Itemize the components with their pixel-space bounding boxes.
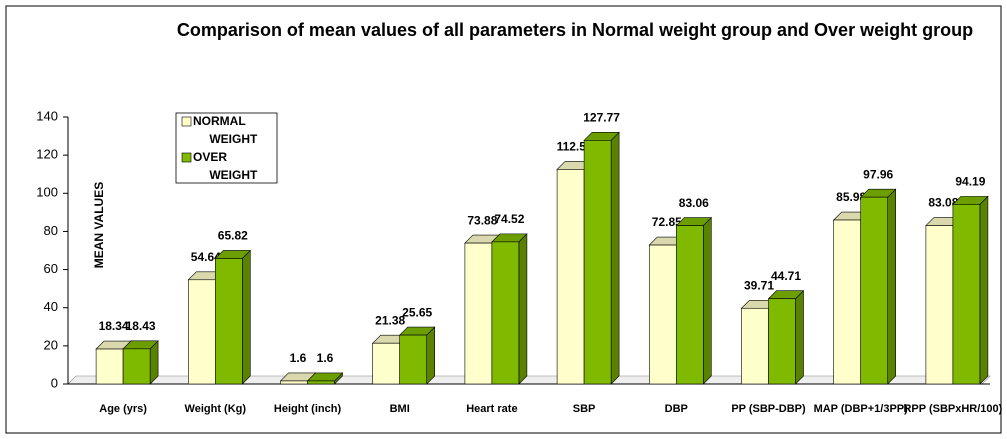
bar <box>860 196 889 385</box>
bar <box>925 225 954 385</box>
y-tick-label: 0 <box>51 375 58 390</box>
chart-border <box>5 5 1002 434</box>
value-label: 18.43 <box>126 319 156 333</box>
y-tick-label: 40 <box>44 299 58 314</box>
legend-swatch <box>181 152 192 163</box>
bar-side <box>610 131 620 385</box>
y-tick-label: 20 <box>44 337 58 352</box>
bar <box>491 241 520 385</box>
y-tick-label: 60 <box>44 261 58 276</box>
x-tick-label: RPP (SBPxHR/100) <box>903 403 1002 415</box>
bar <box>648 244 677 385</box>
y-tick-label: 120 <box>36 147 58 162</box>
y-tick-label: 140 <box>36 108 58 123</box>
value-label: 44.71 <box>771 269 801 283</box>
bar <box>464 242 493 385</box>
x-tick-label: DBP <box>665 403 688 415</box>
bar-side <box>702 216 712 385</box>
value-label: 85.98 <box>836 190 866 204</box>
value-label: 1.6 <box>290 351 307 365</box>
bar <box>741 307 769 385</box>
chart-title: Comparison of mean values of all paramet… <box>176 20 974 40</box>
value-label: 1.6 <box>317 351 334 365</box>
legend-box <box>175 112 278 184</box>
x-tick-label: SBP <box>573 403 596 415</box>
bar <box>833 219 862 385</box>
x-tick-label: Height (inch) <box>274 403 342 415</box>
value-label: 25.65 <box>402 305 432 319</box>
bar <box>583 140 612 385</box>
x-tick-label: Heart rate <box>466 403 517 415</box>
value-label: 74.52 <box>494 212 524 226</box>
y-tick-label: 100 <box>36 185 58 200</box>
bar <box>307 380 335 385</box>
x-tick-label: PP (SBP-DBP) <box>731 403 806 415</box>
bar-side <box>518 233 528 385</box>
bar <box>675 225 704 385</box>
bar <box>280 380 308 385</box>
value-label: 127.77 <box>583 110 620 124</box>
bar-side <box>242 249 251 385</box>
value-label: 18.34 <box>99 319 129 333</box>
value-label: 65.82 <box>218 229 248 243</box>
bar <box>372 342 401 385</box>
x-tick-label: BMI <box>390 403 410 415</box>
bar-side <box>887 188 897 385</box>
value-label: 72.85 <box>652 215 682 229</box>
bar <box>95 348 124 385</box>
x-tick-label: MAP (DBP+1/3PP) <box>814 403 909 415</box>
x-tick-label: Weight (Kg) <box>185 403 247 415</box>
bar <box>215 258 243 385</box>
bar <box>399 334 428 385</box>
legend-label: NORMAL WEIGHT <box>193 114 258 146</box>
value-label: 73.88 <box>467 213 497 227</box>
value-label: 39.71 <box>744 278 774 292</box>
y-tick-label: 80 <box>44 223 58 238</box>
bar <box>122 348 151 385</box>
bar <box>768 298 796 385</box>
value-label: 97.96 <box>863 167 893 181</box>
bar <box>188 279 216 385</box>
x-tick-label: Age (yrs) <box>99 403 147 415</box>
value-label: 94.19 <box>955 175 985 189</box>
y-axis-label: MEAN VALUES <box>92 182 106 268</box>
bar-side <box>979 195 989 385</box>
bar <box>556 169 585 385</box>
value-label: 83.06 <box>679 196 709 210</box>
legend-swatch <box>181 116 192 127</box>
value-label: 21.38 <box>375 313 405 327</box>
bar-side <box>426 326 436 385</box>
bar <box>952 204 981 385</box>
bar-side <box>795 290 804 385</box>
legend-label: OVER WEIGHT <box>193 150 258 182</box>
value-label: 54.64 <box>191 250 221 264</box>
value-label: 83.08 <box>928 196 958 210</box>
